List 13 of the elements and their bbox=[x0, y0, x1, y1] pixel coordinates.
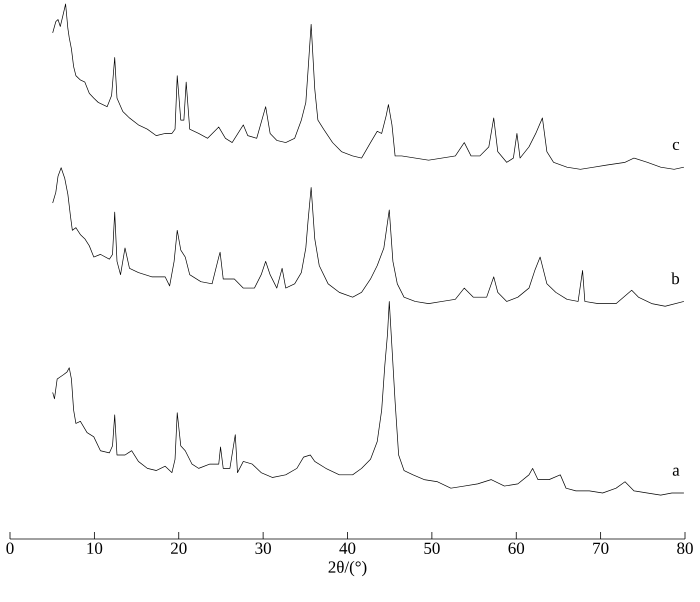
x-tick-label: 30 bbox=[255, 542, 271, 554]
x-tick-label: 40 bbox=[339, 542, 356, 554]
series-label: c bbox=[672, 142, 680, 150]
x-tick-label: 60 bbox=[508, 542, 524, 554]
x-tick-label: 20 bbox=[171, 542, 187, 554]
x-axis-title: 2θ/(°) bbox=[328, 560, 366, 576]
series-label: b bbox=[671, 272, 680, 284]
x-tick-label: 70 bbox=[593, 542, 608, 554]
x-tick-label: 10 bbox=[87, 542, 102, 554]
series-label: a bbox=[672, 468, 680, 476]
x-tick-label: 0 bbox=[6, 542, 14, 554]
x-tick-label: 80 bbox=[677, 542, 693, 554]
x-tick-label: 50 bbox=[424, 542, 440, 554]
